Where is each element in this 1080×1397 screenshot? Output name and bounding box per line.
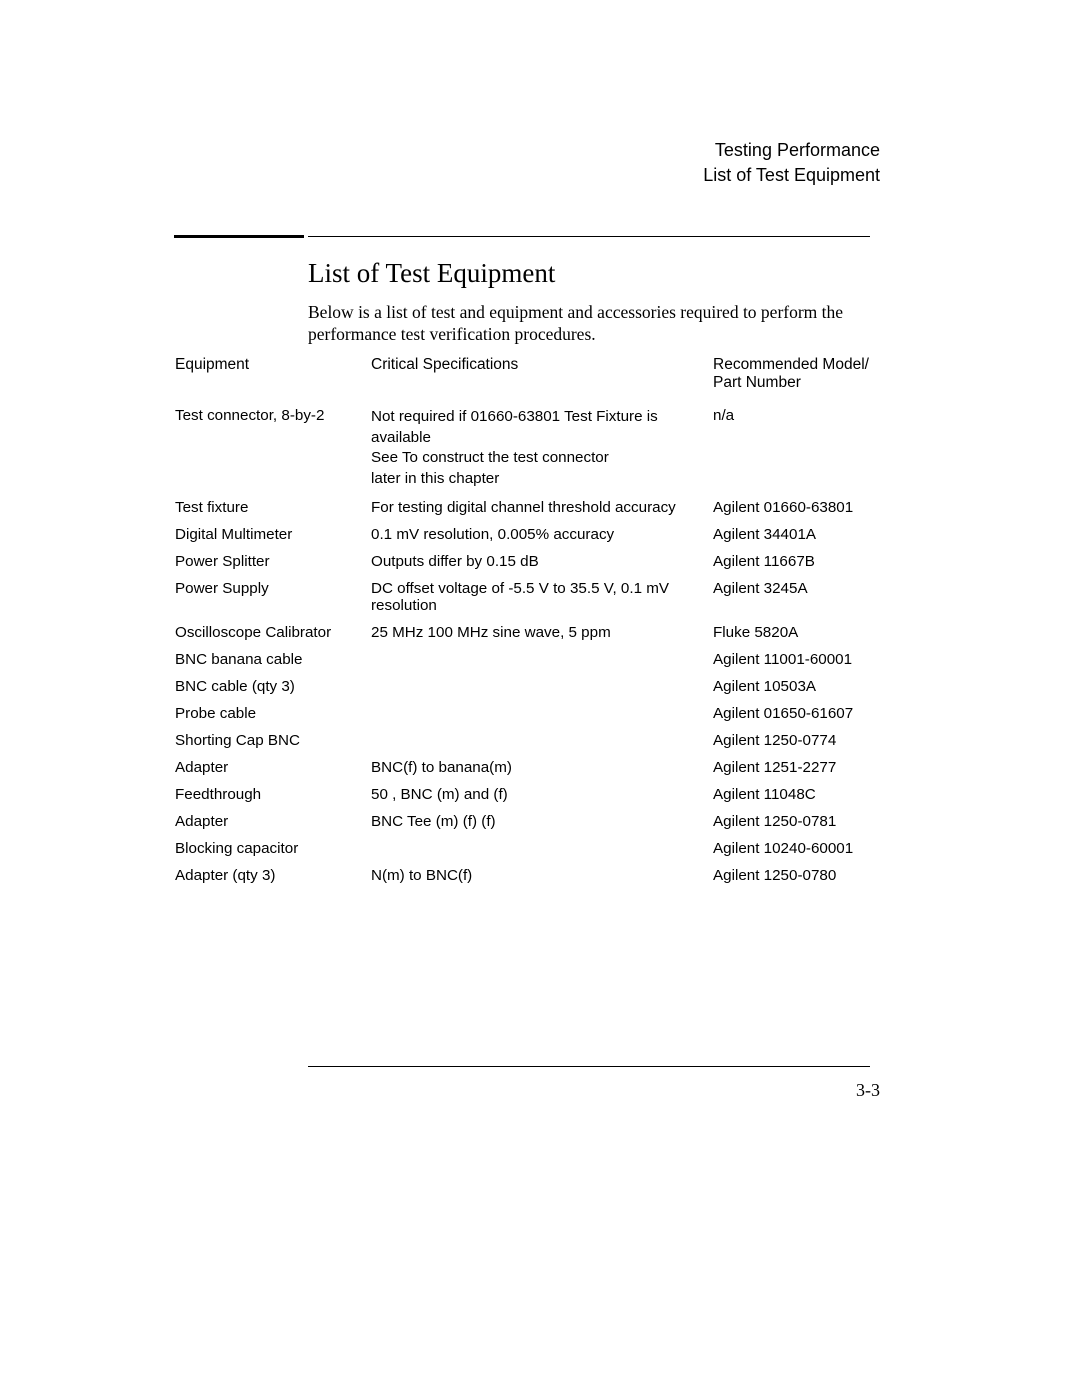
cell-spec: 0.1 mV resolution, 0.005% accuracy bbox=[371, 526, 713, 543]
col-header-spec: Critical Specifications bbox=[371, 356, 713, 374]
page-header: Testing Performance List of Test Equipme… bbox=[703, 140, 880, 186]
page: Testing Performance List of Test Equipme… bbox=[0, 0, 1080, 1397]
cell-equipment: Power Supply bbox=[175, 580, 371, 597]
cell-spec: BNC(f) to banana(m) bbox=[371, 759, 713, 776]
thin-rule bbox=[308, 236, 870, 237]
table-row: Feedthrough50 , BNC (m) and (f)Agilent 1… bbox=[175, 781, 870, 808]
cell-spec: DC offset voltage of -5.5 V to 35.5 V, 0… bbox=[371, 580, 713, 614]
cell-equipment: Test connector, 8-by-2 bbox=[175, 407, 371, 424]
table-row: Test connector, 8-by-2Not required if 01… bbox=[175, 402, 870, 494]
cell-model: Agilent 01660-63801 bbox=[713, 499, 871, 516]
cell-equipment: Adapter bbox=[175, 813, 371, 830]
equipment-table: Equipment Critical Specifications Recomm… bbox=[175, 356, 870, 889]
section-title: List of Test Equipment bbox=[308, 258, 555, 289]
cell-model: n/a bbox=[713, 407, 871, 424]
cell-model: Fluke 5820A bbox=[713, 624, 871, 641]
cell-model: Agilent 10240-60001 bbox=[713, 840, 871, 857]
cell-equipment: Test fixture bbox=[175, 499, 371, 516]
cell-equipment: Probe cable bbox=[175, 705, 371, 722]
header-line-1: Testing Performance bbox=[703, 140, 880, 161]
cell-equipment: Power Splitter bbox=[175, 553, 371, 570]
table-row: BNC banana cable Agilent 11001-60001 bbox=[175, 646, 870, 673]
cell-model: Agilent 1250-0774 bbox=[713, 732, 871, 749]
thick-rule bbox=[174, 235, 304, 238]
table-row: Digital Multimeter0.1 mV resolution, 0.0… bbox=[175, 521, 870, 548]
cell-spec: 50 , BNC (m) and (f) bbox=[371, 786, 713, 803]
table-row: Power SplitterOutputs differ by 0.15 dBA… bbox=[175, 548, 870, 575]
table-row: Blocking capacitor Agilent 10240-60001 bbox=[175, 835, 870, 862]
table-row: AdapterBNC Tee (m) (f) (f)Agilent 1250-0… bbox=[175, 808, 870, 835]
cell-model: Agilent 3245A bbox=[713, 580, 871, 597]
cell-spec: Not required if 01660-63801 Test Fixture… bbox=[371, 407, 713, 489]
cell-equipment: Feedthrough bbox=[175, 786, 371, 803]
cell-model: Agilent 1250-0780 bbox=[713, 867, 871, 884]
table-row: Shorting Cap BNC Agilent 1250-0774 bbox=[175, 727, 870, 754]
col-header-equipment: Equipment bbox=[175, 356, 371, 374]
cell-spec: BNC Tee (m) (f) (f) bbox=[371, 813, 713, 830]
table-row: AdapterBNC(f) to banana(m)Agilent 1251-2… bbox=[175, 754, 870, 781]
cell-model: Agilent 10503A bbox=[713, 678, 871, 695]
cell-model: Agilent 11001-60001 bbox=[713, 651, 871, 668]
header-line-2: List of Test Equipment bbox=[703, 165, 880, 186]
table-row: Probe cable Agilent 01650-61607 bbox=[175, 700, 870, 727]
cell-equipment: BNC cable (qty 3) bbox=[175, 678, 371, 695]
table-row: Adapter (qty 3)N(m) to BNC(f)Agilent 125… bbox=[175, 862, 870, 889]
cell-equipment: Adapter bbox=[175, 759, 371, 776]
footer-rule bbox=[308, 1066, 870, 1067]
table-row: Power SupplyDC offset voltage of -5.5 V … bbox=[175, 575, 870, 619]
cell-model: Agilent 01650-61607 bbox=[713, 705, 871, 722]
cell-equipment: Adapter (qty 3) bbox=[175, 867, 371, 884]
cell-equipment: Digital Multimeter bbox=[175, 526, 371, 543]
intro-paragraph: Below is a list of test and equipment an… bbox=[308, 302, 868, 346]
cell-model: Agilent 34401A bbox=[713, 526, 871, 543]
cell-equipment: Shorting Cap BNC bbox=[175, 732, 371, 749]
cell-model: Agilent 11667B bbox=[713, 553, 871, 570]
cell-equipment: Blocking capacitor bbox=[175, 840, 371, 857]
cell-spec: For testing digital channel threshold ac… bbox=[371, 499, 713, 516]
cell-model: Agilent 1250-0781 bbox=[713, 813, 871, 830]
cell-spec: Outputs differ by 0.15 dB bbox=[371, 553, 713, 570]
cell-spec: 25 MHz 100 MHz sine wave, 5 ppm bbox=[371, 624, 713, 641]
col-header-model: Recommended Model/ Part Number bbox=[713, 356, 871, 392]
cell-equipment: Oscilloscope Calibrator bbox=[175, 624, 371, 641]
cell-spec: N(m) to BNC(f) bbox=[371, 867, 713, 884]
cell-model: Agilent 11048C bbox=[713, 786, 871, 803]
table-row: Oscilloscope Calibrator25 MHz 100 MHz si… bbox=[175, 619, 870, 646]
page-number: 3-3 bbox=[856, 1080, 880, 1101]
table-row: BNC cable (qty 3) Agilent 10503A bbox=[175, 673, 870, 700]
cell-model: Agilent 1251-2277 bbox=[713, 759, 871, 776]
table-row: Test fixtureFor testing digital channel … bbox=[175, 494, 870, 521]
table-body: Test connector, 8-by-2Not required if 01… bbox=[175, 402, 870, 889]
table-header-row: Equipment Critical Specifications Recomm… bbox=[175, 356, 870, 402]
cell-equipment: BNC banana cable bbox=[175, 651, 371, 668]
